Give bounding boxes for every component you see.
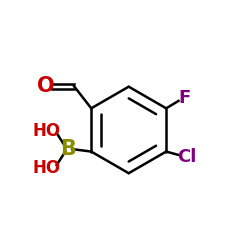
Text: B: B [60,139,76,159]
Text: HO: HO [33,159,61,177]
Text: F: F [178,90,191,108]
Text: Cl: Cl [178,148,197,166]
Text: HO: HO [33,122,61,140]
Text: O: O [37,76,54,96]
